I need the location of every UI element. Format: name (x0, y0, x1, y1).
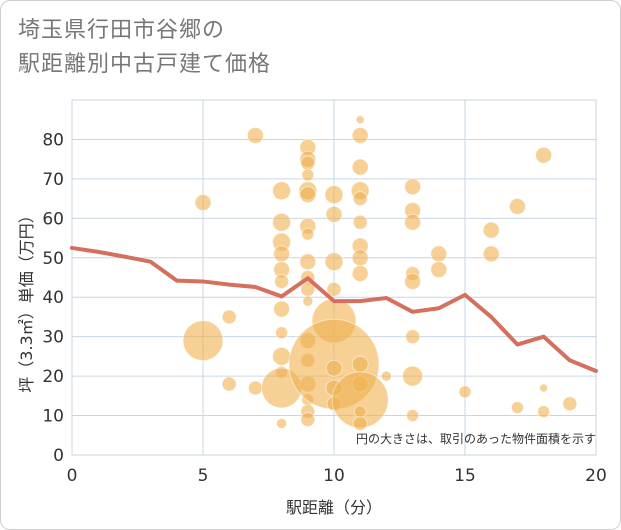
x-axis-title: 駅距離（分） (286, 498, 382, 517)
x-tick-label: 0 (67, 466, 78, 486)
data-bubble (221, 309, 237, 325)
data-bubble (299, 253, 317, 271)
data-bubble (351, 249, 369, 267)
data-bubble (325, 359, 343, 377)
data-bubble (539, 383, 549, 393)
data-bubble (272, 346, 292, 366)
data-bubble (352, 191, 368, 207)
data-bubble (246, 127, 264, 144)
data-bubble (302, 295, 314, 307)
x-tick-label: 20 (585, 466, 607, 486)
data-bubble (406, 409, 420, 423)
y-axis-title: 坪（3.3㎡）単価（万円） (17, 207, 36, 392)
y-tick-label: 30 (42, 328, 64, 348)
data-bubble (324, 185, 344, 205)
data-bubble (562, 396, 578, 412)
data-bubble (508, 198, 526, 215)
data-bubble (351, 355, 369, 373)
data-bubble (355, 115, 365, 125)
bubble-size-note: 円の大きさは、取引のあった物件面積を示す (356, 431, 596, 446)
data-bubble (301, 227, 315, 241)
title-line-2: 駅距離別中古戸建て価格 (18, 52, 272, 77)
data-bubble (405, 329, 421, 345)
y-tick-label: 20 (42, 367, 64, 387)
data-bubble (402, 365, 424, 387)
data-bubble (482, 221, 500, 239)
data-bubble (351, 265, 369, 283)
data-bubble (272, 212, 292, 232)
data-bubble (352, 214, 368, 230)
y-tick-label: 60 (42, 209, 64, 229)
data-bubble (380, 370, 392, 382)
y-tick-label: 10 (42, 407, 64, 427)
average-price-line (70, 245, 598, 373)
data-bubble (273, 300, 291, 318)
data-bubble (351, 127, 369, 144)
data-bubble (194, 194, 212, 212)
data-bubble (404, 272, 422, 290)
data-bubble (272, 181, 292, 201)
data-bubble (326, 281, 342, 297)
data-bubble (221, 376, 237, 392)
title-line-1: 埼玉県行田市谷郷の (18, 18, 226, 43)
x-tick-label: 15 (454, 466, 476, 486)
y-tick-label: 80 (42, 130, 64, 150)
y-tick-label: 50 (42, 249, 64, 269)
data-bubble (352, 415, 368, 431)
x-tick-label: 5 (198, 466, 209, 486)
data-bubble (458, 385, 472, 399)
data-bubble (301, 168, 315, 182)
tick-labels: 0 5 10 15 20 0 10 20 30 40 50 60 70 80 (42, 130, 606, 486)
data-bubble (353, 405, 367, 419)
data-bubble (300, 412, 316, 427)
data-bubble (182, 320, 224, 362)
data-bubble (274, 273, 290, 289)
y-tick-label: 40 (42, 288, 64, 308)
data-bubble (351, 158, 369, 176)
x-tick-label: 10 (323, 466, 345, 486)
y-tick-label: 0 (53, 446, 64, 466)
data-bubble (430, 261, 448, 279)
data-bubble (299, 186, 317, 204)
bubbles-layer (182, 115, 578, 431)
data-bubble (510, 401, 524, 415)
data-bubble (247, 380, 263, 396)
chart-title: 埼玉県行田市谷郷の 駅距離別中古戸建て価格 (18, 14, 271, 82)
data-bubble (273, 245, 291, 263)
y-tick-label: 70 (42, 170, 64, 190)
data-bubble (430, 245, 448, 263)
data-bubble (325, 205, 343, 223)
data-bubble (324, 252, 344, 272)
data-bubble (276, 417, 288, 429)
data-bubble (300, 155, 316, 171)
data-bubble (535, 146, 553, 164)
data-bubble (404, 178, 422, 196)
data-bubble (537, 405, 551, 419)
data-bubble (482, 245, 500, 263)
data-bubble (404, 213, 422, 231)
data-bubble (275, 326, 289, 340)
